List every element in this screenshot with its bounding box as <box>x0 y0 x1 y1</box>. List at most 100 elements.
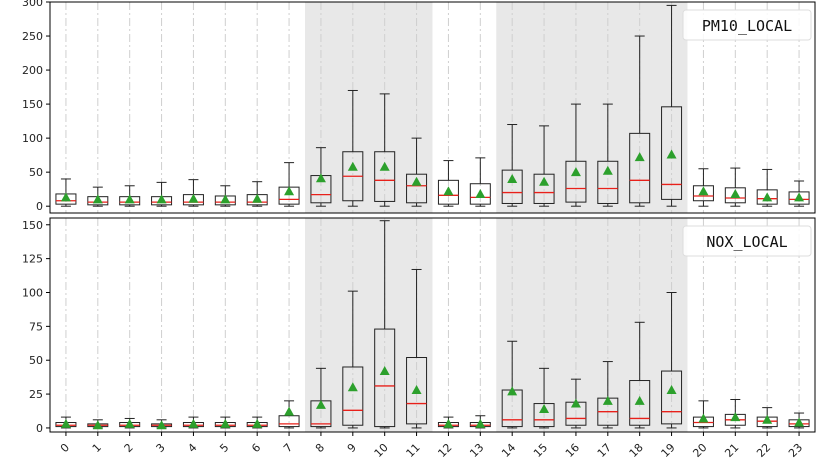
mean-marker <box>347 161 358 171</box>
mean-marker <box>188 193 199 203</box>
box-6 <box>246 181 268 207</box>
y-tick-label: 50 <box>29 166 43 179</box>
box-12 <box>437 160 459 207</box>
box-6 <box>246 416 268 429</box>
box-11 <box>406 268 428 429</box>
box-16 <box>565 103 587 207</box>
box-body <box>724 187 746 204</box>
mean-marker <box>762 414 773 424</box>
box-13 <box>469 415 491 429</box>
mean-marker <box>188 418 199 428</box>
box-body <box>661 106 683 200</box>
box-body <box>437 179 459 205</box>
mean-marker <box>156 194 167 204</box>
mean-marker <box>220 418 231 428</box>
box-20 <box>692 168 714 207</box>
box-8 <box>310 147 332 207</box>
box-body <box>406 173 428 204</box>
mean-marker <box>730 412 741 422</box>
shaded-band <box>305 218 433 432</box>
x-tick-label: 15 <box>531 441 550 460</box>
y-tick-label: 50 <box>29 354 43 367</box>
y-tick-label: 250 <box>22 30 43 43</box>
mean-marker <box>315 173 326 183</box>
box-5 <box>214 185 236 207</box>
mean-marker <box>443 418 454 428</box>
box-5 <box>214 416 236 429</box>
box-body <box>629 132 651 204</box>
box-7 <box>278 162 300 207</box>
mean-marker <box>539 176 550 186</box>
x-tick-label: 7 <box>281 441 295 455</box>
x-tick-label: 6 <box>249 441 263 455</box>
box-10 <box>374 220 396 429</box>
shaded-band <box>496 2 688 213</box>
x-tick-label: 12 <box>435 441 454 460</box>
x-tick-label: 4 <box>185 441 199 455</box>
y-tick-label: 125 <box>22 253 43 266</box>
box-22 <box>756 168 778 207</box>
mean-marker <box>252 193 263 203</box>
x-tick-label: 21 <box>722 441 741 460</box>
box-3 <box>151 181 173 207</box>
mean-marker <box>507 386 518 396</box>
box-18 <box>629 321 651 429</box>
y-tick-label: 0 <box>36 200 43 213</box>
box-1 <box>87 186 109 207</box>
box-2 <box>119 417 141 429</box>
box-14 <box>501 340 523 429</box>
y-tick-label: 25 <box>29 388 43 401</box>
axes-frame <box>49 217 816 433</box>
box-0 <box>55 416 77 429</box>
x-tick-label: 5 <box>217 441 231 455</box>
mean-marker <box>347 382 358 392</box>
x-tick-label: 11 <box>404 441 423 460</box>
box-19 <box>661 4 683 207</box>
box-3 <box>151 419 173 430</box>
box-23 <box>788 412 810 429</box>
y-tick-label: 100 <box>22 286 43 299</box>
mean-marker <box>443 186 454 196</box>
box-body <box>788 191 810 205</box>
box-8 <box>310 367 332 429</box>
box-13 <box>469 157 491 207</box>
mean-marker <box>252 418 263 428</box>
box-21 <box>724 167 746 207</box>
box-17 <box>597 103 619 207</box>
mean-marker <box>284 186 295 196</box>
mean-marker <box>698 413 709 423</box>
legend-label: PM10_LOCAL <box>702 17 792 35</box>
mean-marker <box>92 194 103 204</box>
mean-marker <box>570 398 581 408</box>
box-11 <box>406 137 428 207</box>
box-2 <box>119 185 141 207</box>
box-body <box>756 189 778 205</box>
nox-box-panel: 0 25 50 75 100 125 150 NOX_LOCAL <box>22 217 816 435</box>
box-body <box>533 403 555 428</box>
box-body <box>565 160 587 203</box>
shaded-band <box>496 218 688 432</box>
box-body <box>469 183 491 205</box>
box-15 <box>533 367 555 429</box>
mean-marker <box>507 173 518 183</box>
mean-marker <box>92 420 103 430</box>
mean-marker <box>730 188 741 198</box>
shaded-band <box>305 2 433 213</box>
mean-marker <box>666 149 677 159</box>
x-tick-label: 10 <box>372 441 391 460</box>
box-body <box>661 370 683 425</box>
mean-marker <box>602 165 613 175</box>
x-tick-label: 19 <box>659 441 678 460</box>
mean-marker <box>124 418 135 428</box>
box-body <box>501 169 523 204</box>
box-4 <box>182 179 204 207</box>
box-10 <box>374 93 396 207</box>
box-body <box>629 380 651 426</box>
mean-marker <box>539 403 550 413</box>
mean-marker <box>124 194 135 204</box>
box-7 <box>278 400 300 429</box>
mean-marker <box>762 192 773 202</box>
x-tick-label: 23 <box>786 441 805 460</box>
x-tick-label: 13 <box>467 441 486 460</box>
box-body <box>342 366 364 426</box>
